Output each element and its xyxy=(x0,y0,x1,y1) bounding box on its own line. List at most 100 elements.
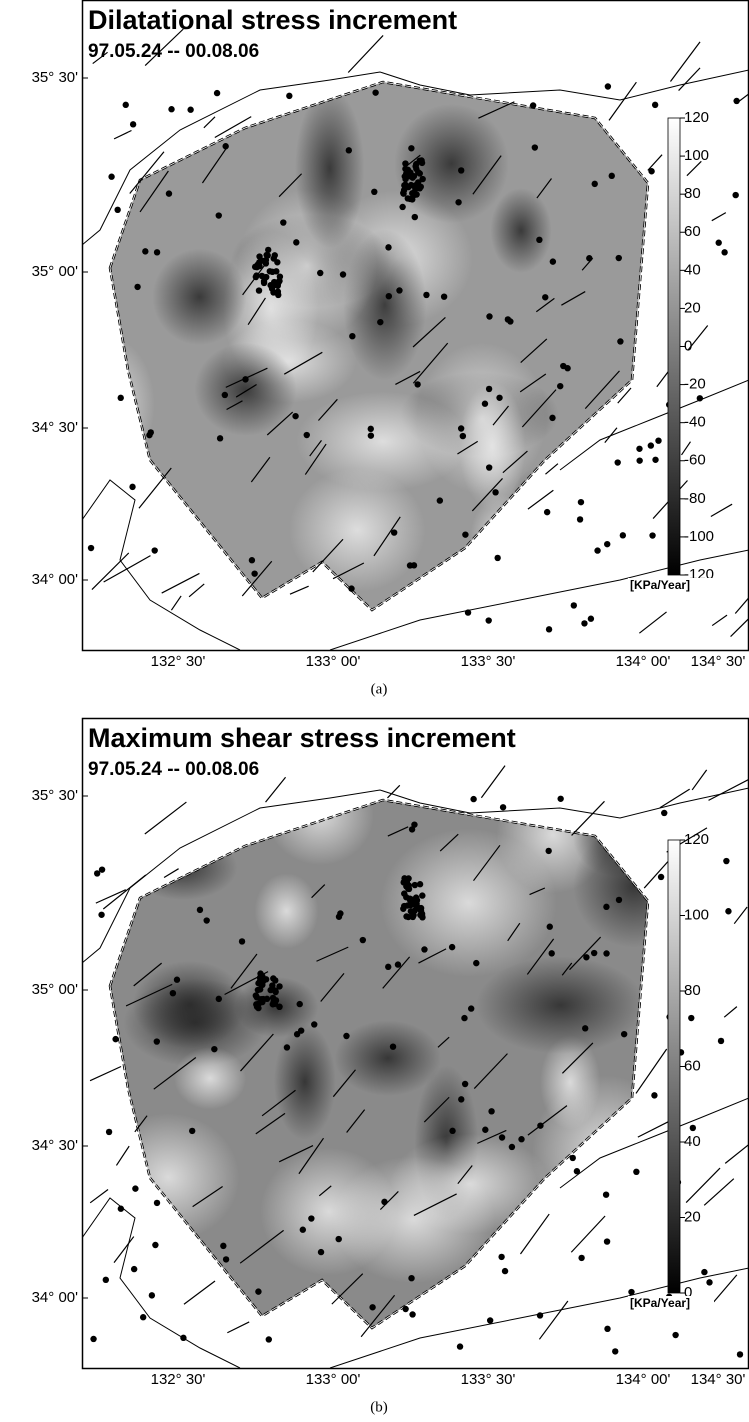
colorbar-tick-label: 80 xyxy=(684,185,701,202)
epicenter xyxy=(335,1235,342,1243)
epicenter xyxy=(257,980,264,987)
epicenter xyxy=(414,179,422,186)
fault xyxy=(331,1273,364,1305)
epicenter xyxy=(419,892,426,899)
epicenter xyxy=(262,976,270,983)
fault xyxy=(241,560,273,597)
epicenter xyxy=(608,172,615,180)
fault xyxy=(312,538,344,573)
fault xyxy=(247,297,266,326)
fault xyxy=(545,463,559,475)
fault xyxy=(678,67,701,92)
epicenter xyxy=(494,554,501,562)
epicenter xyxy=(569,1154,576,1162)
fault xyxy=(161,572,200,594)
texture-spot xyxy=(296,391,470,492)
longitude-label: 133° 00' xyxy=(306,1371,361,1388)
fault xyxy=(637,1120,670,1138)
fault xyxy=(129,151,165,194)
epicenter xyxy=(349,332,356,340)
epicenter xyxy=(649,532,656,539)
epicenter xyxy=(273,268,280,275)
epicenter xyxy=(296,1000,303,1008)
colorbar-tick-label: 0 xyxy=(684,1284,692,1301)
fault xyxy=(188,583,205,598)
epicenter xyxy=(153,1199,161,1207)
epicenter xyxy=(255,287,263,294)
fault xyxy=(480,765,506,799)
epicenter xyxy=(614,459,621,466)
fault xyxy=(669,41,701,82)
fault xyxy=(278,1145,314,1163)
epicenter xyxy=(410,191,418,198)
fault xyxy=(133,962,163,987)
epicenter xyxy=(90,1335,97,1343)
epicenter xyxy=(297,1027,305,1034)
fault xyxy=(261,1089,296,1117)
fault xyxy=(418,948,447,964)
epicenter xyxy=(317,269,324,277)
colorbar-tick-label: 20 xyxy=(684,299,701,316)
epicenter xyxy=(470,795,477,803)
epicenter xyxy=(401,902,408,910)
fault xyxy=(379,1191,399,1211)
epicenter xyxy=(657,873,665,881)
epicenter xyxy=(265,246,272,254)
epicenter xyxy=(604,540,611,548)
fault xyxy=(457,440,479,455)
fault xyxy=(113,129,132,140)
colorbar-tick-label: 80 xyxy=(684,982,701,999)
fault xyxy=(708,778,749,801)
epicenter xyxy=(461,1014,468,1022)
epicenter xyxy=(416,881,424,888)
epicenter xyxy=(255,1288,262,1295)
epicenter xyxy=(594,547,601,554)
epicenter xyxy=(482,1126,489,1133)
epicenter xyxy=(114,206,121,214)
epicenter xyxy=(404,195,411,202)
fault xyxy=(266,411,294,436)
fault xyxy=(584,370,620,410)
epicenter xyxy=(108,173,115,180)
epicenter xyxy=(377,318,384,326)
unit-box xyxy=(628,1296,714,1312)
epicenter xyxy=(367,432,375,439)
fault xyxy=(395,370,421,385)
fault xyxy=(298,1137,325,1175)
epicenter xyxy=(173,976,181,983)
epicenter xyxy=(411,881,419,889)
fault xyxy=(255,1112,286,1135)
fault xyxy=(201,147,228,184)
fault xyxy=(507,922,521,942)
epicenter xyxy=(549,414,556,422)
epicenter xyxy=(169,989,177,997)
epicenter xyxy=(270,975,277,982)
fault xyxy=(144,801,187,835)
epicenter xyxy=(587,615,595,622)
fault xyxy=(242,264,266,296)
epicenter xyxy=(403,913,410,920)
epicenter xyxy=(274,288,282,295)
fault xyxy=(183,1280,216,1305)
epicenter xyxy=(628,1288,635,1296)
epicenter xyxy=(518,1136,525,1143)
epicenter xyxy=(648,168,655,175)
fault xyxy=(138,467,172,509)
epicenter xyxy=(636,457,643,464)
epicenter xyxy=(715,239,722,246)
latitude-label: 34° 30' xyxy=(32,1137,79,1154)
epicenter xyxy=(242,376,249,383)
fault xyxy=(713,1274,738,1303)
epicenter xyxy=(581,620,588,627)
fault xyxy=(163,868,179,878)
fault xyxy=(711,212,727,222)
epicenter xyxy=(501,1267,509,1275)
epicenter xyxy=(615,896,623,904)
epicenter xyxy=(498,1253,505,1261)
fault xyxy=(691,769,708,791)
epicenter xyxy=(537,1122,544,1129)
fault xyxy=(360,1294,396,1338)
latitude-label: 34° 30' xyxy=(32,419,79,436)
epicenter xyxy=(603,950,610,957)
region-texture xyxy=(110,800,648,1284)
